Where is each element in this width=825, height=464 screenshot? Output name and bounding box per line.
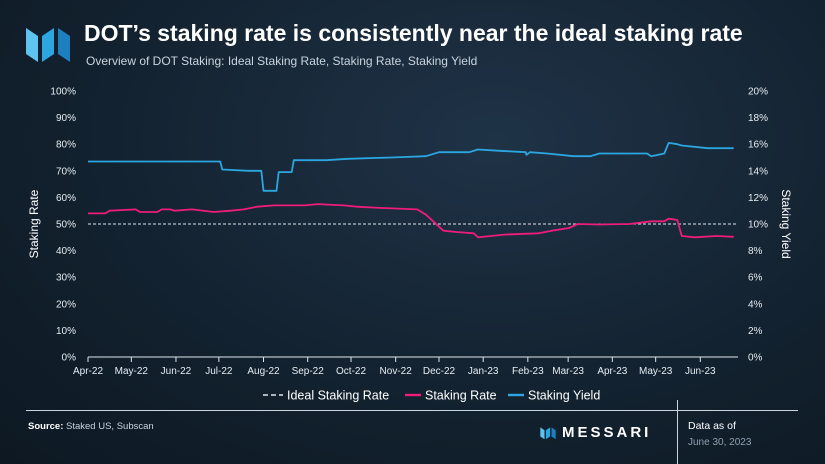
brand-wordmark: MESSARI: [562, 424, 652, 441]
x-tick-label: Nov-22: [380, 366, 413, 377]
source-text: Staked US, Subscan: [66, 421, 154, 432]
x-tick-label: Jun-23: [685, 366, 716, 377]
series-line-staking-yield: [88, 141, 734, 192]
page-title: DOT’s staking rate is consistently near …: [84, 20, 743, 46]
y2-tick-label: 8%: [748, 246, 763, 257]
y2-tick-label: 0%: [748, 353, 763, 364]
x-tick-label: May-22: [115, 366, 149, 377]
brand-mark: MESSARI: [540, 424, 651, 441]
legend-label: Ideal Staking Rate: [287, 389, 389, 403]
x-tick-label: Dec-22: [423, 366, 456, 377]
y2-tick-label: 12%: [748, 193, 768, 204]
right-axis-ticks: 0% 2% 4% 6% 8% 10% 12% 14% 16% 18% 20%: [748, 87, 768, 364]
y-tick-label: 10%: [56, 326, 76, 337]
y-tick-label: 60%: [56, 193, 76, 204]
series-layer: [88, 141, 738, 239]
x-tick-label: Feb-23: [512, 366, 544, 377]
x-tick-label: Apr-23: [597, 366, 627, 377]
data-as-of-date: June 30, 2023: [688, 437, 752, 448]
legend-label: Staking Rate: [425, 389, 497, 403]
y2-tick-label: 18%: [748, 113, 768, 124]
x-tick-label: Apr-22: [73, 366, 103, 377]
y-tick-label: 80%: [56, 140, 76, 151]
y-tick-label: 70%: [56, 166, 76, 177]
y-tick-label: 100%: [50, 87, 76, 98]
chart: 0% 10% 20% 30% 40% 50% 60% 70% 80% 90% 100% 0% 2% 4%…: [27, 86, 793, 403]
x-axis-ticks: Apr-22 May-22 Jun-22 Jul-22 Aug-22 Sep-22 Oct-…: [73, 357, 716, 377]
x-tick-label: Oct-22: [336, 366, 366, 377]
x-tick-label: May-23: [639, 366, 673, 377]
y2-tick-label: 16%: [748, 140, 768, 151]
x-tick-label: Jun-22: [161, 366, 192, 377]
y2-tick-label: 6%: [748, 273, 763, 284]
legend-label: Staking Yield: [528, 389, 600, 403]
y-axis-label: Staking Rate: [27, 189, 41, 258]
y2-tick-label: 20%: [748, 87, 768, 98]
x-tick-label: Sep-22: [292, 366, 325, 377]
y2-axis-label: Staking Yield: [779, 189, 793, 258]
messari-logo-icon: [26, 28, 70, 62]
y2-tick-label: 14%: [748, 166, 768, 177]
y-tick-label: 30%: [56, 273, 76, 284]
x-tick-label: Jan-23: [468, 366, 499, 377]
chart-subtitle: Overview of DOT Staking: Ideal Staking R…: [86, 54, 478, 68]
chart-legend: Ideal Staking Rate Staking Rate Staking Yi…: [263, 389, 600, 403]
y2-tick-label: 10%: [748, 220, 768, 231]
source-label: Source:: [28, 421, 64, 432]
y2-tick-label: 2%: [748, 326, 763, 337]
data-as-of-label: Data as of: [688, 420, 736, 432]
left-axis-ticks: 0% 10% 20% 30% 40% 50% 60% 70% 80% 90% 100%: [50, 87, 76, 364]
footer-divider: [26, 410, 798, 411]
source-note: Source: Staked US, Subscan: [28, 421, 154, 432]
y-tick-label: 0%: [62, 353, 77, 364]
messari-small-logo-icon: [540, 426, 556, 439]
y-tick-label: 90%: [56, 113, 76, 124]
y-tick-label: 50%: [56, 220, 76, 231]
x-tick-label: Aug-22: [247, 366, 280, 377]
x-tick-label: Mar-23: [552, 366, 584, 377]
x-tick-label: Jul-22: [205, 366, 233, 377]
footer-vertical-divider: [677, 400, 678, 464]
y-tick-label: 20%: [56, 299, 76, 310]
y-tick-label: 40%: [56, 246, 76, 257]
series-line-staking-rate: [88, 203, 734, 239]
y2-tick-label: 4%: [748, 299, 763, 310]
